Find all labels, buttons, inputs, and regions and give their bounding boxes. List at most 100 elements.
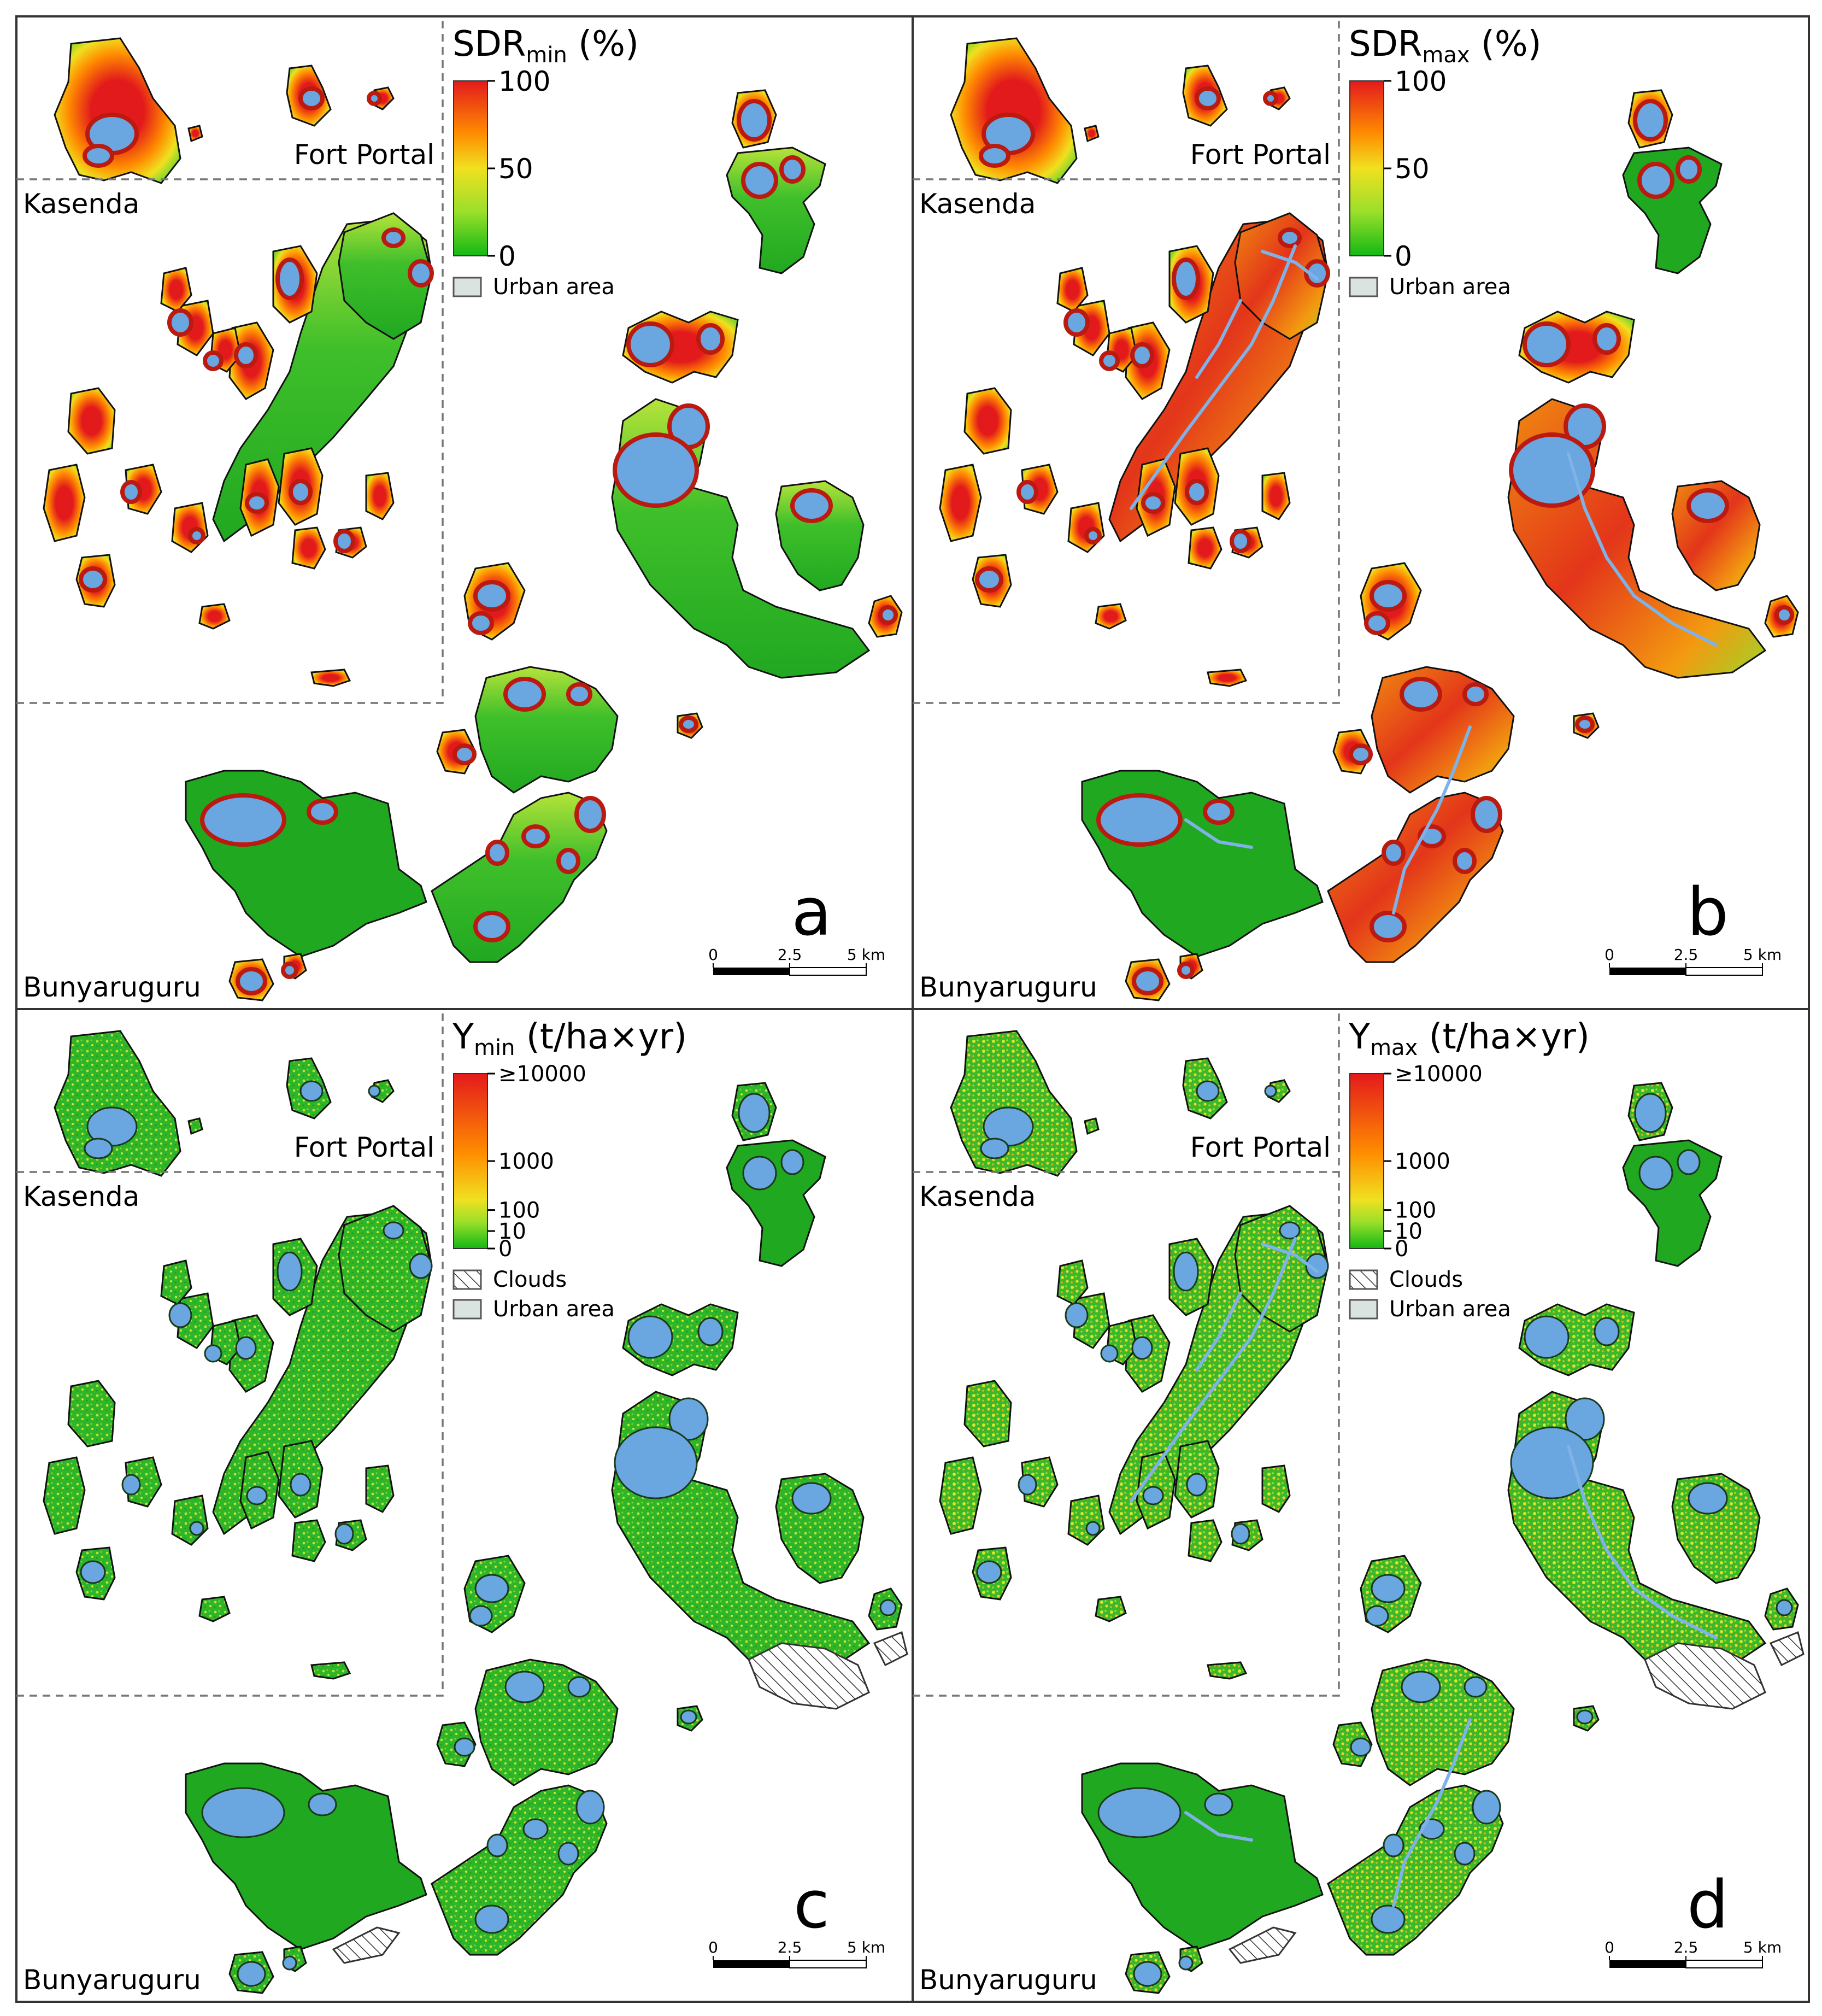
lake	[1350, 1737, 1372, 1757]
catchment-area	[1056, 1259, 1089, 1305]
lake	[1084, 527, 1102, 544]
scale-tick-label: 5 km	[1743, 1938, 1782, 1956]
legend-item-label: Urban area	[493, 1297, 615, 1322]
legend: Ymin (t/ha×yr)≥100001000100100CloudsUrba…	[452, 1017, 687, 1322]
river-layer	[1130, 1237, 1718, 1907]
catchment-area	[338, 212, 433, 340]
lake	[742, 1156, 777, 1191]
region-label-top: Fort Portal	[294, 139, 434, 171]
colorbar-tick-label: 100	[1395, 66, 1447, 97]
lake	[1178, 1955, 1194, 1971]
legend-title: Ymin (t/ha×yr)	[452, 1017, 687, 1060]
lake	[1575, 716, 1595, 733]
panel-letter: c	[794, 1867, 830, 1943]
catchment-area	[1056, 267, 1089, 313]
lake	[333, 529, 355, 553]
lake	[1633, 99, 1668, 142]
lake	[188, 527, 205, 544]
region-boundary	[913, 1172, 1340, 1697]
lake	[626, 321, 674, 367]
river	[1184, 1811, 1253, 1842]
lake	[79, 566, 107, 593]
colorbar-tick-label: 1000	[498, 1149, 554, 1174]
lake	[741, 162, 778, 199]
lake	[367, 91, 382, 106]
lake	[1173, 1251, 1199, 1292]
lake	[1016, 480, 1038, 504]
lake	[334, 1523, 354, 1545]
lake	[1085, 1521, 1101, 1536]
lake	[203, 350, 224, 371]
lake	[1099, 350, 1120, 371]
region-boundary	[913, 179, 1340, 704]
catchment-area	[1327, 1784, 1504, 1956]
lake	[290, 1473, 311, 1497]
lake	[574, 796, 606, 833]
river	[1195, 299, 1242, 379]
map-panel-b: Fort Portal Kasenda Bunyaruguru b SDRmax (%)…	[912, 15, 1810, 1010]
lake	[1401, 1671, 1441, 1703]
lake	[975, 566, 1003, 593]
scale-tick-label: 2.5	[778, 946, 802, 964]
legend-item-label: Urban area	[1389, 274, 1511, 300]
legend-item-label: Urban area	[493, 274, 615, 300]
lake	[779, 155, 806, 184]
lake	[1776, 1599, 1793, 1616]
lake	[282, 1955, 297, 1971]
lake	[1231, 1523, 1250, 1545]
lake	[168, 1302, 192, 1328]
river-layer	[1130, 244, 1718, 915]
legend-item-label: Clouds	[1389, 1267, 1463, 1292]
lake	[1524, 1315, 1570, 1359]
region-label-bottom: Bunyaruguru	[919, 1964, 1097, 1996]
lake	[1677, 1149, 1701, 1175]
lake	[1172, 257, 1200, 300]
lake-layer	[975, 86, 1794, 995]
colorbar-tick-label: 0	[1395, 1236, 1408, 1262]
lake	[1096, 793, 1183, 847]
lake	[1471, 796, 1502, 833]
lake	[1383, 1833, 1404, 1857]
catchment-area	[939, 464, 982, 542]
lake	[454, 1737, 475, 1757]
lake	[575, 1790, 605, 1825]
lake	[473, 580, 510, 612]
lake	[1204, 1792, 1233, 1816]
catchment-area	[43, 1456, 86, 1535]
lake	[1371, 1574, 1406, 1603]
lake	[408, 259, 434, 288]
region-label-bottom: Bunyaruguru	[23, 971, 201, 1003]
map-panel-a: Fort Portal Kasenda Bunyaruguru a SDRmin (%)…	[15, 15, 914, 1010]
colorbar-tick-label: 0	[1395, 241, 1412, 272]
lake	[299, 1080, 324, 1102]
scale-bar: 0 2.5 5 km	[1604, 1938, 1782, 1968]
lake	[1565, 1397, 1605, 1441]
colorbar	[453, 80, 488, 256]
lake	[980, 1138, 1009, 1159]
lake	[522, 1818, 549, 1840]
catchment-area	[67, 1380, 116, 1447]
river	[1184, 818, 1253, 849]
lake	[201, 1787, 285, 1838]
river	[1130, 1237, 1297, 1503]
region-label-bottom: Bunyaruguru	[919, 971, 1097, 1003]
scale-tick-label: 0	[708, 1938, 718, 1956]
lake	[737, 99, 772, 142]
lake	[1186, 1473, 1208, 1497]
catchment-area	[1207, 669, 1248, 687]
urban-swatch	[452, 1299, 482, 1320]
catchment-area	[54, 1030, 181, 1177]
region-label-middle: Kasenda	[23, 1181, 139, 1212]
catchment-area	[1261, 472, 1291, 520]
river	[1195, 1292, 1242, 1372]
lake	[474, 1574, 509, 1603]
catchment-area	[963, 387, 1012, 455]
lake	[473, 911, 510, 942]
lake	[1370, 580, 1407, 612]
lake	[668, 1397, 709, 1441]
clouds-swatch	[1349, 1269, 1378, 1290]
lake	[1132, 967, 1163, 995]
legend: Ymax (t/ha×yr)≥100001000100100CloudsUrba…	[1348, 1017, 1590, 1322]
region-label-top: Fort Portal	[1190, 139, 1331, 171]
lake	[1196, 1080, 1220, 1102]
